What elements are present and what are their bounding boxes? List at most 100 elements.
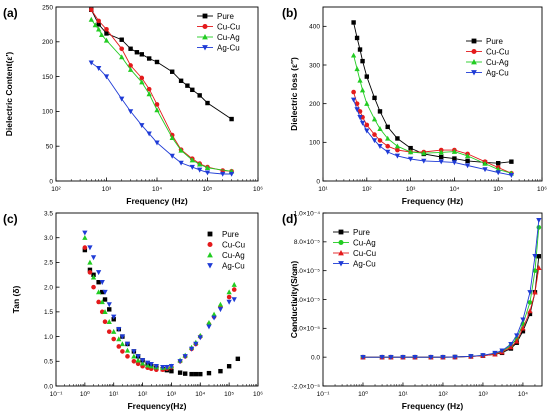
panel-d-y-tick-label: -2.0×10⁻⁵: [292, 383, 321, 390]
panel-a-series-pure-point: [197, 93, 202, 98]
panel-c-y-tick-label: 3.0: [44, 235, 53, 242]
panel-c-x-tick-label: 10¹: [109, 391, 119, 398]
panel-d-y-tick-label: 8.0×10⁻⁵: [294, 239, 320, 246]
panel-c-series-cu-cu-point: [231, 287, 237, 292]
panel-c-legend-label: Pure: [222, 230, 239, 239]
panel-a-legend-label: Cu-Ag: [217, 33, 240, 42]
panel-b-series-pure-point: [509, 159, 514, 164]
panel-a-y-tick-label: 150: [42, 74, 53, 81]
panel-a-series-cu-ag-point: [178, 147, 184, 153]
panel-b-series-cu-cu-point: [354, 101, 360, 106]
panel-b-legend-marker: [471, 38, 477, 44]
panel-c-x-tick-label: 10⁴: [195, 391, 205, 398]
panel-d-series-ag-cu-line: [363, 220, 540, 358]
panel-b-x-tick-label: 10⁴: [449, 186, 459, 193]
panel-d-y-tick-label: 4.0×10⁻⁵: [294, 297, 320, 304]
panel-a-series-cu-cu-point: [128, 63, 133, 68]
panel-a-y-axis-label: Dielectric Content(ε′): [4, 52, 14, 137]
panel-b-series-pure-point: [377, 109, 383, 114]
panel-b-series-pure-point: [408, 145, 413, 151]
panel-c-series-pure-point: [177, 370, 183, 375]
panel-a-y-tick-label: 250: [42, 4, 53, 11]
panel-a-series-cu-cu-point: [96, 18, 101, 24]
panel-b-series-ag-cu-point: [359, 120, 366, 126]
panel-a-y-tick-label: 50: [46, 144, 54, 151]
panel-d-y-tick-label: 6.0×10⁻⁵: [294, 268, 320, 275]
panel-a-series-cu-cu-point: [88, 7, 94, 13]
panel-c-series-cu-cu-point: [120, 349, 125, 354]
panel-b-legend-label: Ag-Cu: [486, 69, 509, 78]
panel-a-series-ag-cu-point: [178, 160, 184, 166]
panel-a-series-ag-cu-point: [189, 164, 195, 170]
panel-d-series-ag-cu-point: [440, 354, 446, 360]
panel-a-series-cu-cu-point: [146, 86, 152, 92]
panel-d-series-ag-cu-point: [468, 354, 474, 360]
panel-c-series-pure-point: [193, 371, 199, 377]
panel-c-series-ag-cu-point: [99, 280, 105, 285]
panel-b-series-cu-ag-point: [421, 150, 427, 156]
panel-a-series-pure-point: [205, 100, 210, 106]
panel-a-series-cu-ag-point: [204, 165, 211, 170]
panel-c-y-tick-label: 1.5: [44, 309, 53, 316]
panel-a-series-ag-cu-point: [88, 60, 94, 66]
panel-c-y-axis-label: Tan (δ): [11, 286, 21, 314]
panel-d-x-axis-label: Frequency (Hz): [402, 401, 464, 411]
panel-c-series-ag-cu-point: [231, 297, 237, 303]
panel-a-series-pure-point: [178, 78, 184, 83]
panel-c-series-ag-cu-point: [160, 365, 166, 370]
panel-a-series-ag-cu-point: [154, 140, 160, 146]
panel-c-series-cu-cu-point: [125, 354, 130, 359]
panel-c-series-pure-point: [82, 247, 88, 253]
panel-c-series-pure-point: [87, 267, 93, 273]
panel-c-x-tick-label: 10⁶: [253, 391, 263, 398]
panel-a-series-cu-cu-point: [139, 75, 145, 81]
panel-c-series-ag-cu-point: [168, 364, 175, 369]
panel-c-legend-marker: [207, 241, 213, 248]
panel-c-series-cu-ag-point: [99, 299, 105, 305]
panel-b-series-ag-cu-point: [377, 144, 383, 149]
panel-a-series-pure-point: [139, 52, 144, 57]
panel-a-x-tick-label: 10³: [102, 186, 112, 193]
panel-d-series-ag-cu-point: [388, 354, 394, 360]
panel-c-series-ag-cu-point: [193, 341, 199, 347]
panel-c-series-pure-point: [218, 368, 223, 374]
panel-d-series-ag-cu-point: [527, 290, 533, 296]
panel-a-series-cu-ag-point: [92, 22, 98, 28]
panel-b-legend-label: Pure: [486, 37, 503, 46]
panel-b-series-cu-ag-point: [359, 87, 366, 93]
panel-a-series-ag-cu-point: [139, 123, 145, 129]
panel-c-legend-label: Cu-Ag: [222, 251, 245, 260]
panel-d-series-cu-cu-point: [520, 325, 526, 331]
panel-d-series-ag-cu-point: [520, 317, 526, 323]
panel-b-axes-frame: [322, 6, 543, 182]
panel-b-series-pure-point: [354, 35, 360, 41]
panel-a-x-axis-label: Frequency (Hz): [126, 196, 188, 206]
panel-b-series-cu-ag-point: [464, 153, 471, 159]
panel-c-legend-label: Ag-Cu: [222, 262, 245, 271]
panel-b-series-cu-cu-point: [351, 89, 356, 95]
panel-c-y-tick-label: 1.0: [44, 334, 53, 341]
panel-b-series-cu-ag-point: [377, 126, 383, 131]
panel-b-y-tick-label: 0: [316, 178, 320, 185]
panel-d-series-cu-ag-point: [532, 268, 538, 273]
panel-c-series-pure-point: [189, 371, 194, 377]
panel-c-series-cu-ag-point: [124, 347, 131, 353]
panel-c-x-tick-label: 10⁰: [80, 390, 90, 398]
panel-a-series-cu-ag-point: [189, 157, 195, 163]
panel-c-series-ag-cu-point: [145, 360, 151, 366]
panel-c: 10⁻¹ 10⁰ 10¹ 10² 10³ 10⁴ 10⁵ 10⁶ 0.0 0.5 1.0 1.5 2.0…: [3, 210, 263, 411]
panel-b-series-cu-ag-point: [350, 52, 357, 58]
panel-b-series-pure-point: [465, 158, 470, 164]
panel-d-series-ag-cu-point: [428, 354, 434, 360]
panel-a-series-pure-point: [119, 37, 124, 42]
panel-d-x-tick-label: 10³: [478, 391, 488, 398]
panel-c-series-cu-cu-point: [226, 294, 232, 300]
panel-a-series-ag-cu-point: [119, 96, 125, 102]
panel-d-y-tick-label: 2.0×10⁻⁵: [294, 326, 320, 333]
panel-c-series-pure-point: [96, 280, 101, 285]
panel-d-series-ag-cu-point: [480, 353, 486, 359]
panel-a-series-cu-ag-point: [96, 26, 102, 32]
panel-b-series-ag-cu-point: [357, 115, 363, 120]
panel-d-x-tick-label: 10⁻¹: [317, 391, 331, 398]
panel-b-series-ag-cu-point: [394, 153, 401, 159]
